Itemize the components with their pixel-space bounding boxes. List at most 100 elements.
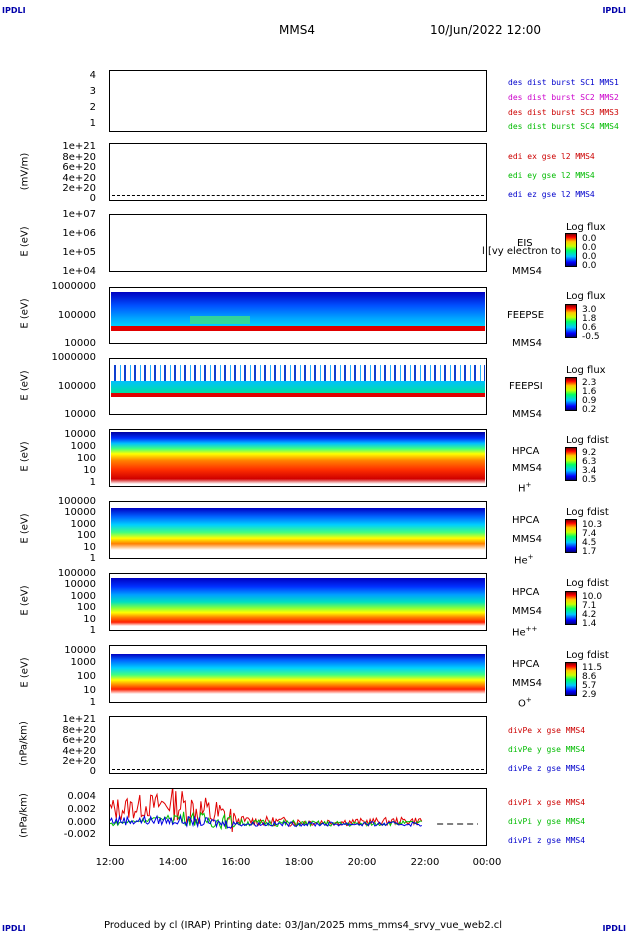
panel-edi xyxy=(109,143,487,201)
colorbar xyxy=(565,447,577,481)
colorbar-value: 10.3 xyxy=(582,520,603,530)
spacecraft-label: MMS4 xyxy=(512,266,542,277)
ytick: 10000 xyxy=(64,645,96,656)
legend-divpe-y: divPe y gse MMS4 xyxy=(508,745,586,754)
ytick: 1e+07 xyxy=(62,209,96,220)
colorbar-value: 2.3 xyxy=(582,378,597,388)
legend-divpe-z: divPe z gse MMS4 xyxy=(508,764,586,773)
species-charge: + xyxy=(525,696,532,704)
instrument-label: HPCA xyxy=(512,587,540,598)
species-label: He++ xyxy=(512,625,537,638)
colorbar xyxy=(565,377,577,411)
ytick: 100000 xyxy=(57,496,96,507)
spectrogram-feepsi xyxy=(111,381,485,393)
ytick: 1000 xyxy=(70,441,96,452)
ytick: 0.002 xyxy=(67,804,96,815)
ytick: 10 xyxy=(83,542,96,553)
ytick: 4e+20 xyxy=(62,746,96,757)
colorbar-value: 4.5 xyxy=(582,538,597,548)
colorbar-value: 0.9 xyxy=(582,396,597,406)
ytick: 10 xyxy=(83,614,96,625)
ytick: 1 xyxy=(89,553,96,564)
colorbar-title: Log fdist xyxy=(566,650,609,661)
species-name: He xyxy=(512,627,526,639)
species-label: H+ xyxy=(518,481,531,494)
spectrogram-feepse-patch xyxy=(190,316,250,324)
spectrogram-hpca-o xyxy=(111,654,485,694)
colorbar-value: 6.3 xyxy=(582,457,597,467)
species-charge: + xyxy=(527,553,534,561)
panel-divpi xyxy=(109,788,487,846)
ytick: 0 xyxy=(89,766,96,777)
ytick: 1000 xyxy=(70,591,96,602)
colorbar-value: 2.9 xyxy=(582,690,597,700)
xtick: 16:00 xyxy=(221,857,251,868)
colorbar xyxy=(565,519,577,553)
xtick: 14:00 xyxy=(158,857,188,868)
species-name: He xyxy=(514,555,528,567)
ytick: 4e+20 xyxy=(62,173,96,184)
series-line-1 xyxy=(110,789,423,833)
ytick: 100 xyxy=(76,530,96,541)
spectrogram-feepsi-scatter xyxy=(111,365,485,381)
ytick: 1 xyxy=(89,118,96,129)
ytick: 0.004 xyxy=(67,791,96,802)
ytick: 2 xyxy=(89,102,96,113)
ytick: 1000 xyxy=(70,657,96,668)
spectrogram-feepse-low xyxy=(111,326,485,331)
y-axis-label: E (eV) xyxy=(19,226,31,257)
zero-line xyxy=(112,195,484,196)
spacecraft-label: MMS4 xyxy=(512,534,542,545)
panel-hpca-o xyxy=(109,645,487,703)
series-line-3 xyxy=(110,814,422,829)
colorbar-title: Log flux xyxy=(566,365,606,376)
xtick: 00:00 xyxy=(472,857,502,868)
ytick: 100 xyxy=(76,602,96,613)
ytick: 1e+06 xyxy=(62,228,96,239)
ytick: 100 xyxy=(76,671,96,682)
divpi-plot xyxy=(110,789,478,833)
colorbar-value: 5.7 xyxy=(582,681,597,691)
spacecraft-label: MMS4 xyxy=(512,678,542,689)
legend-divpe-x: divPe x gse MMS4 xyxy=(508,726,586,735)
colorbar xyxy=(565,233,577,267)
colorbar-value: -0.5 xyxy=(582,332,600,342)
species-label: He+ xyxy=(514,553,534,566)
ytick: 4 xyxy=(89,70,96,81)
ytick: 100000 xyxy=(57,568,96,579)
species-label: O+ xyxy=(518,696,532,709)
panel-feeps-ion xyxy=(109,358,487,415)
colorbar-value: 0.0 xyxy=(582,243,597,253)
spectrogram-feepse xyxy=(111,292,485,326)
spectrogram-feepsi-low xyxy=(111,393,485,397)
legend-des-sc4: des dist burst SC4 MMS4 xyxy=(508,122,619,131)
date-time-title: 10/Jun/2022 12:00 xyxy=(430,23,542,37)
corner-label-bottom-right: IPDLI xyxy=(602,924,626,933)
ytick: 10000 xyxy=(64,579,96,590)
xtick: 20:00 xyxy=(347,857,377,868)
spacecraft-label: MMS4 xyxy=(512,409,542,420)
ytick: 10 xyxy=(83,685,96,696)
colorbar-title: Log fdist xyxy=(566,578,609,589)
panel-divpe xyxy=(109,716,487,774)
panel-hpca-h xyxy=(109,429,487,487)
xtick: 22:00 xyxy=(410,857,440,868)
colorbar-value: 1.6 xyxy=(582,387,597,397)
colorbar xyxy=(565,304,577,338)
spectrogram-hpca-he2 xyxy=(111,578,485,626)
footer-credit: Produced by cl (IRAP) Printing date: 03/… xyxy=(104,920,503,931)
colorbar-title: Log fdist xyxy=(566,435,609,446)
colorbar-value: 3.4 xyxy=(582,466,597,476)
colorbar-value: 0.0 xyxy=(582,252,597,262)
ytick: 1e+21 xyxy=(62,141,96,152)
ytick: 10000 xyxy=(64,507,96,518)
ytick: 8e+20 xyxy=(62,152,96,163)
instrument-label: HPCA xyxy=(512,659,540,670)
ytick: 2e+20 xyxy=(62,756,96,767)
colorbar xyxy=(565,591,577,625)
legend-des-sc2: des dist burst SC2 MMS2 xyxy=(508,93,619,102)
ytick: 100000 xyxy=(57,381,96,392)
colorbar-value: 0.5 xyxy=(582,475,597,485)
colorbar xyxy=(565,662,577,696)
ytick: 10000 xyxy=(64,338,96,349)
